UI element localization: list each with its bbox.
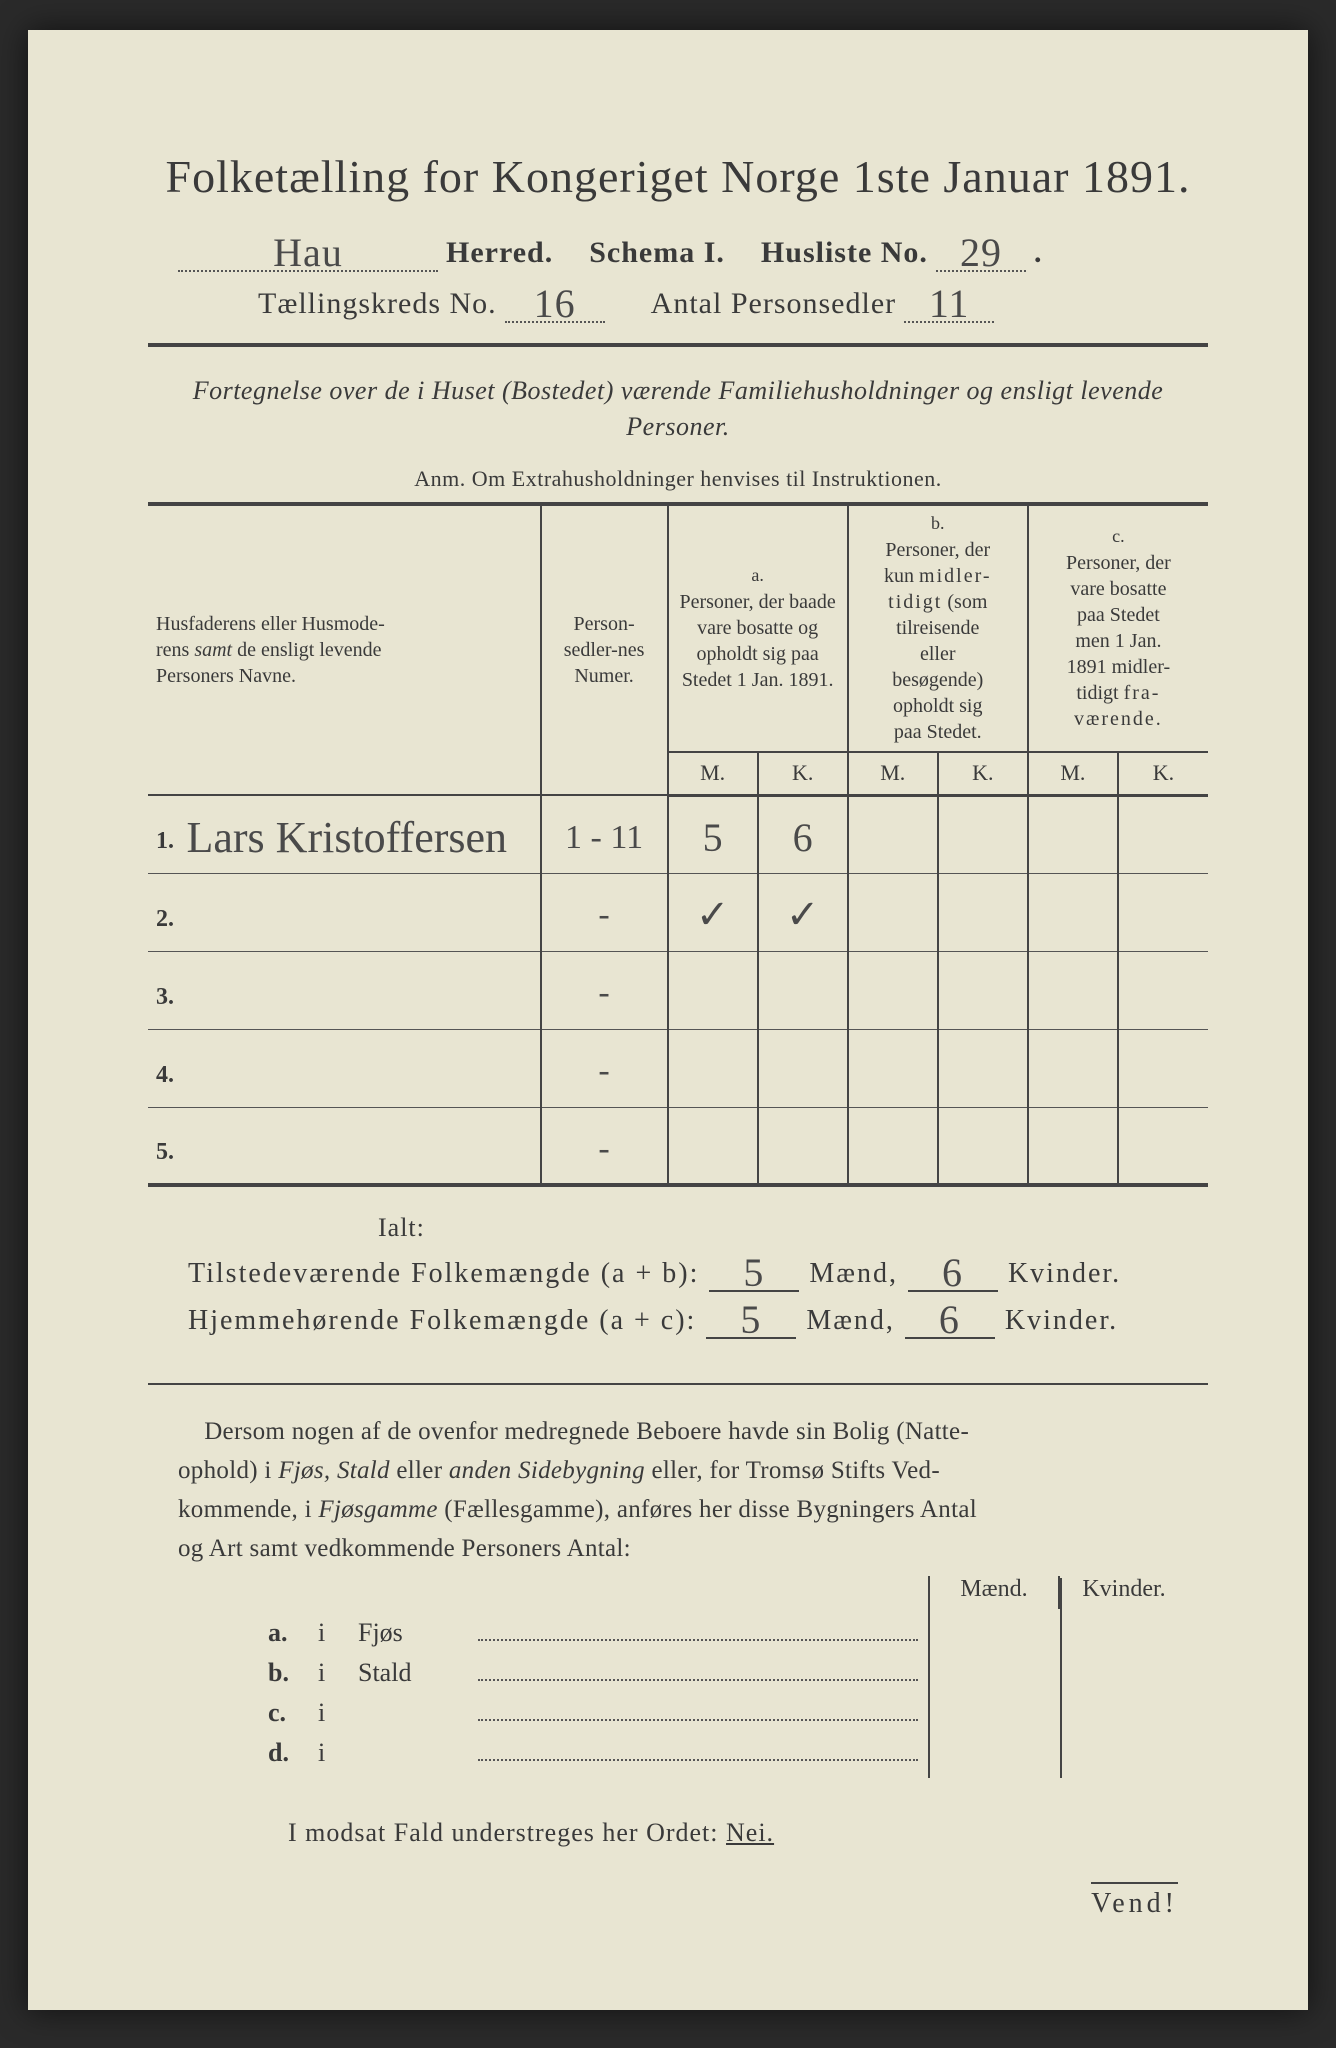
col-b-header: b. Personer, derkun midler-tidigt (somti… — [848, 504, 1028, 752]
table-row: 4. - — [148, 1029, 1208, 1107]
kreds-label: Tællingskreds No. — [258, 287, 497, 321]
husliste-label: Husliste No. — [761, 236, 928, 270]
table-row: 1. Lars Kristoffersen1 - 1156 — [148, 795, 1208, 873]
anm-note: Anm. Om Extrahusholdninger henvises til … — [148, 466, 1208, 492]
antal-label: Antal Personsedler — [651, 287, 896, 321]
abcd-row: b.iStald — [268, 1658, 1208, 1688]
census-form-page: Folketælling for Kongeriget Norge 1ste J… — [28, 30, 1308, 2010]
col-c-header: c. Personer, dervare bosattepaa Stedetme… — [1028, 504, 1208, 752]
subheading: Fortegnelse over de i Huset (Bostedet) v… — [188, 373, 1168, 446]
schema-label: Schema I. — [589, 236, 725, 270]
antal-value: 11 — [929, 281, 970, 326]
a-m: M. — [668, 752, 758, 795]
a-k: K. — [758, 752, 848, 795]
c-k: K. — [1118, 752, 1208, 795]
herred-value: Hau — [273, 230, 343, 275]
b-k: K. — [938, 752, 1028, 795]
sum-line-2: Hjemmehørende Folkemængde (a + c): 5 Mæn… — [188, 1298, 1208, 1339]
table-row: 5. - — [148, 1107, 1208, 1185]
abcd-row: c.i — [268, 1698, 1208, 1728]
ialt-label: Ialt: — [378, 1213, 1208, 1243]
abcd-row: a.iFjøs — [268, 1618, 1208, 1648]
vend-label: Vend! — [1091, 1882, 1178, 1920]
dwelling-paragraph: Dersom nogen af de ovenfor medregnede Be… — [178, 1413, 1188, 1568]
divider-2 — [148, 1383, 1208, 1385]
abcd-row: d.i — [268, 1738, 1208, 1768]
table-row: 2. -✓✓ — [148, 873, 1208, 951]
page-title: Folketælling for Kongeriget Norge 1ste J… — [148, 150, 1208, 203]
b-m: M. — [848, 752, 938, 795]
c-m: M. — [1028, 752, 1118, 795]
kreds-value: 16 — [534, 281, 576, 326]
nei-line: I modsat Fald understreges her Ordet: Ne… — [288, 1818, 1208, 1848]
header-row-2: Tællingskreds No. 16 Antal Personsedler … — [148, 282, 1208, 323]
col-a-header: a. Personer, der baade vare bosatte og o… — [668, 504, 848, 752]
household-table: Husfaderens eller Husmode-rens samt de e… — [148, 502, 1208, 1187]
husliste-value: 29 — [960, 230, 1002, 275]
sum-line-1: Tilstedeværende Folkemængde (a + b): 5 M… — [188, 1251, 1208, 1292]
col-num-header: Person-sedler-nes Numer. — [541, 504, 668, 795]
col-name-header: Husfaderens eller Husmode-rens samt de e… — [148, 504, 541, 795]
abcd-block: Mænd. Kvinder. a.iFjøsb.iStaldc.id.i — [268, 1618, 1208, 1768]
herred-label: Herred. — [446, 236, 553, 270]
header-row-1: Hau Herred. Schema I. Husliste No. 29 . — [148, 231, 1208, 272]
divider — [148, 343, 1208, 347]
table-row: 3. - — [148, 951, 1208, 1029]
